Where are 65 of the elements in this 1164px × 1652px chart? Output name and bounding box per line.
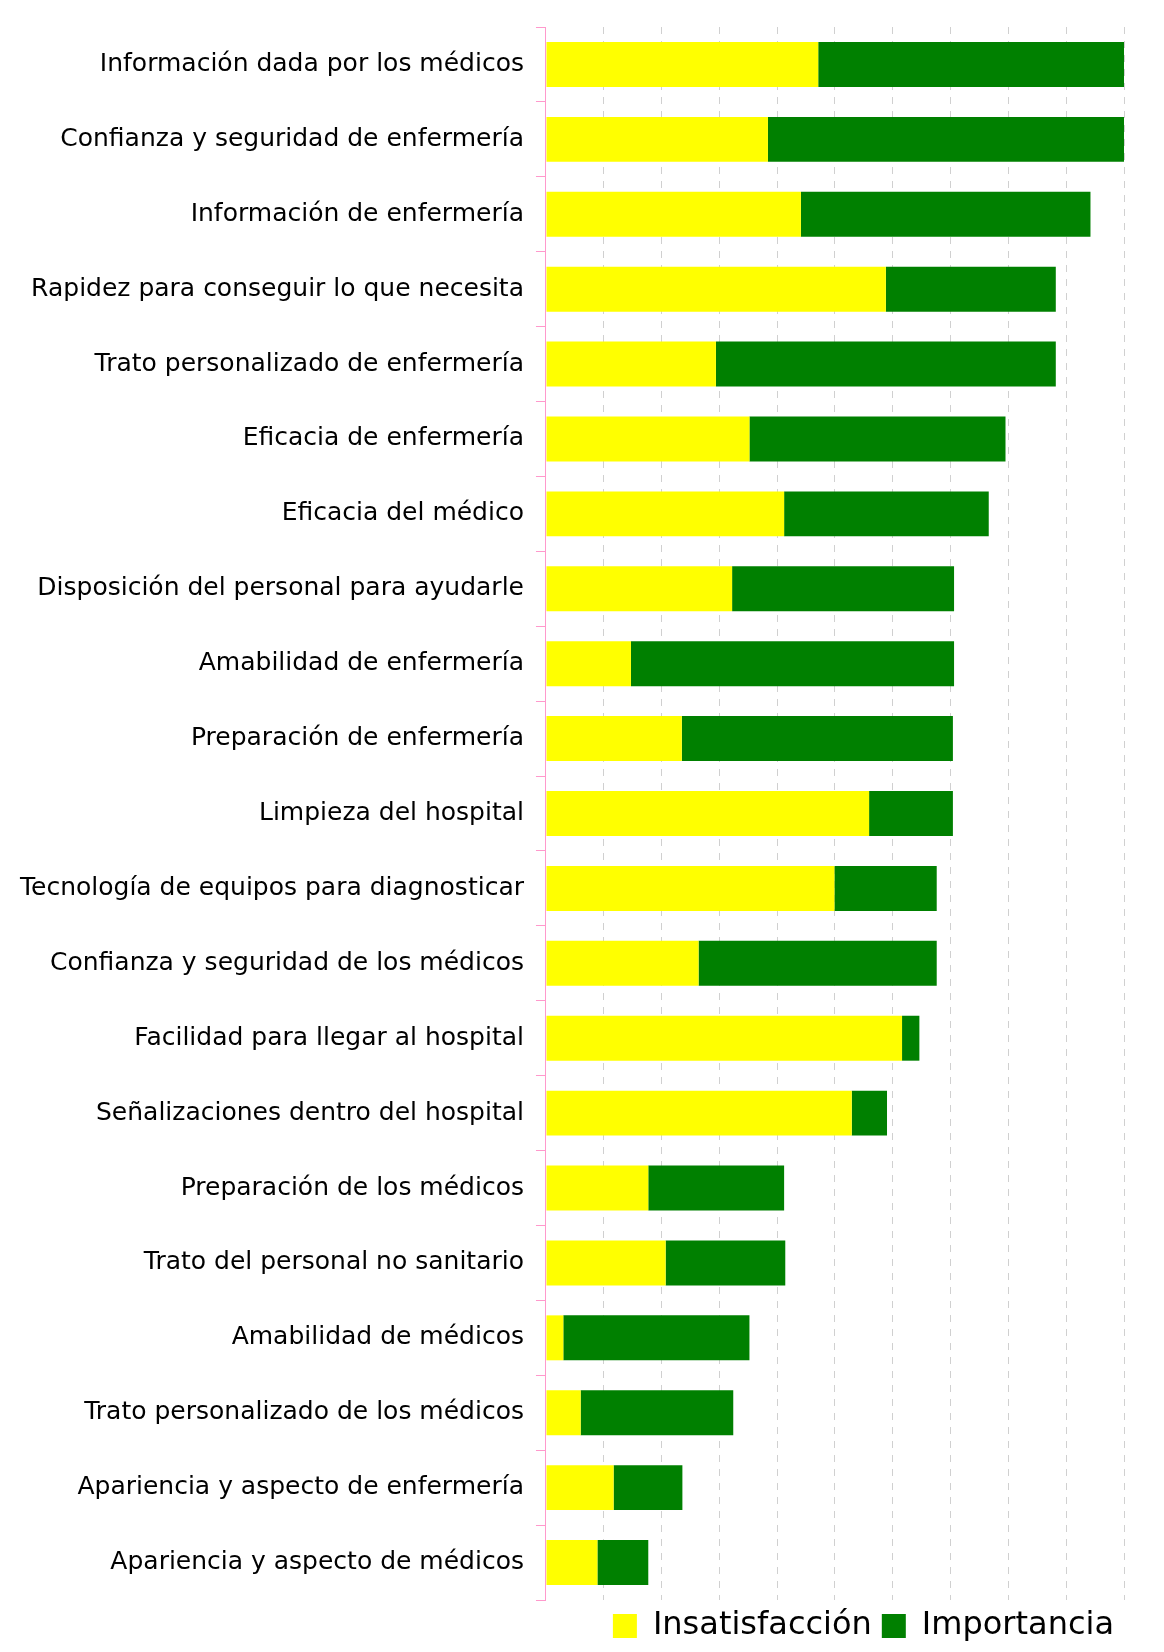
y-tick-label: Disposición del personal para ayudarle — [37, 572, 524, 602]
bar — [665, 1240, 786, 1286]
y-tick-label: Señalizaciones dentro del hospital — [95, 1096, 524, 1126]
y-tick-label: Apariencia y aspecto de médicos — [110, 1546, 524, 1576]
y-tick-label: Trato del personal no sanitario — [142, 1246, 524, 1276]
bar — [546, 1465, 614, 1511]
bar — [851, 1090, 888, 1136]
bar — [681, 716, 953, 762]
y-tick-label: Trato personalizado de los médicos — [83, 1396, 524, 1426]
bar — [546, 1240, 666, 1286]
y-tick-label: Preparación de enfermería — [190, 722, 524, 752]
bar — [546, 41, 819, 87]
y-tick-label: Trato personalizado de enfermería — [93, 347, 524, 377]
bar — [546, 266, 886, 312]
legend-label: Insatisfacción — [652, 1604, 872, 1643]
bar — [613, 1465, 683, 1511]
bar — [546, 416, 750, 462]
bar — [546, 1540, 598, 1586]
bar — [546, 1090, 852, 1136]
bar — [546, 1315, 564, 1361]
bar — [902, 1015, 920, 1061]
bar — [818, 41, 1124, 87]
bar — [784, 491, 989, 537]
bar — [834, 865, 937, 911]
bar — [546, 716, 682, 762]
y-tick-label: Apariencia y aspecto de enfermería — [77, 1471, 524, 1501]
bar — [546, 1165, 649, 1211]
y-tick-label: Tecnología de equipos para diagnosticar — [19, 871, 525, 901]
y-tick-label: Amabilidad de enfermería — [198, 647, 524, 677]
bar — [546, 566, 733, 612]
bar — [546, 1390, 581, 1436]
bar — [749, 416, 1006, 462]
bar — [869, 791, 953, 836]
bar — [732, 566, 955, 612]
bar — [885, 266, 1056, 312]
bar — [546, 191, 801, 237]
bar — [546, 341, 716, 387]
bar — [546, 791, 870, 836]
bar — [563, 1315, 750, 1361]
bar — [800, 191, 1091, 237]
bar — [630, 641, 955, 687]
bar — [546, 641, 631, 687]
y-tick-label: Limpieza del hospital — [258, 797, 524, 826]
bar — [715, 341, 1056, 387]
bar — [767, 116, 1124, 162]
y-tick-label: Eficacia de enfermería — [242, 422, 524, 452]
bar — [597, 1540, 649, 1586]
bar — [546, 865, 835, 911]
bar — [648, 1165, 785, 1211]
y-tick-label: Rapidez para conseguir lo que necesita — [31, 272, 524, 302]
bar — [546, 116, 768, 162]
legend-label: Importancia — [921, 1604, 1114, 1643]
bar — [546, 1015, 903, 1061]
y-tick-label: Preparación de los médicos — [180, 1171, 524, 1201]
y-tick-label: Información de enfermería — [190, 197, 524, 227]
bar — [546, 940, 699, 986]
y-tick-label: Amabilidad de médicos — [231, 1321, 524, 1351]
y-tick-label: Confianza y seguridad de enfermería — [60, 122, 524, 152]
bar — [698, 940, 937, 986]
bar — [546, 491, 785, 537]
y-tick-label: Eficacia del médico — [281, 497, 524, 527]
y-tick-label: Facilidad para llegar al hospital — [134, 1021, 524, 1051]
y-tick-label: Confianza y seguridad de los médicos — [49, 946, 524, 976]
y-tick-label: Información dada por los médicos — [99, 47, 524, 77]
bar — [580, 1390, 734, 1436]
